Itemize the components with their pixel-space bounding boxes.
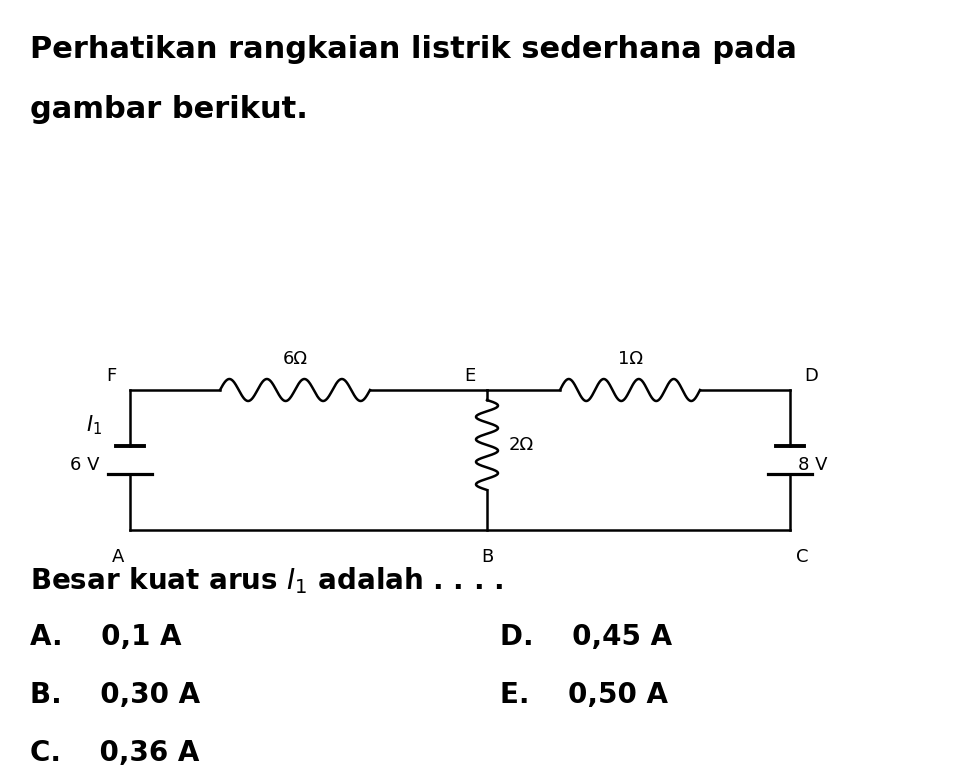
- Text: Perhatikan rangkaian listrik sederhana pada: Perhatikan rangkaian listrik sederhana p…: [30, 35, 797, 64]
- Text: $\mathit{I}_1$: $\mathit{I}_1$: [86, 413, 102, 437]
- Text: E: E: [464, 367, 475, 385]
- Text: A: A: [112, 548, 125, 566]
- Text: 1Ω: 1Ω: [618, 350, 643, 368]
- Text: Besar kuat arus $\mathit{I}_1$ adalah . . . .: Besar kuat arus $\mathit{I}_1$ adalah . …: [30, 565, 504, 596]
- Text: D.    0,45 A: D. 0,45 A: [500, 623, 672, 651]
- Text: E.    0,50 A: E. 0,50 A: [500, 681, 668, 709]
- Text: B.    0,30 A: B. 0,30 A: [30, 681, 200, 709]
- Text: F: F: [106, 367, 116, 385]
- Text: 2Ω: 2Ω: [509, 436, 534, 454]
- Text: A.    0,1 A: A. 0,1 A: [30, 623, 181, 651]
- Text: D: D: [804, 367, 818, 385]
- Text: gambar berikut.: gambar berikut.: [30, 95, 308, 124]
- Text: 6 V: 6 V: [70, 456, 100, 474]
- Text: C.    0,36 A: C. 0,36 A: [30, 739, 200, 767]
- Text: B: B: [481, 548, 493, 566]
- Text: 8 V: 8 V: [798, 456, 828, 474]
- Text: 6Ω: 6Ω: [282, 350, 308, 368]
- Text: C: C: [796, 548, 808, 566]
